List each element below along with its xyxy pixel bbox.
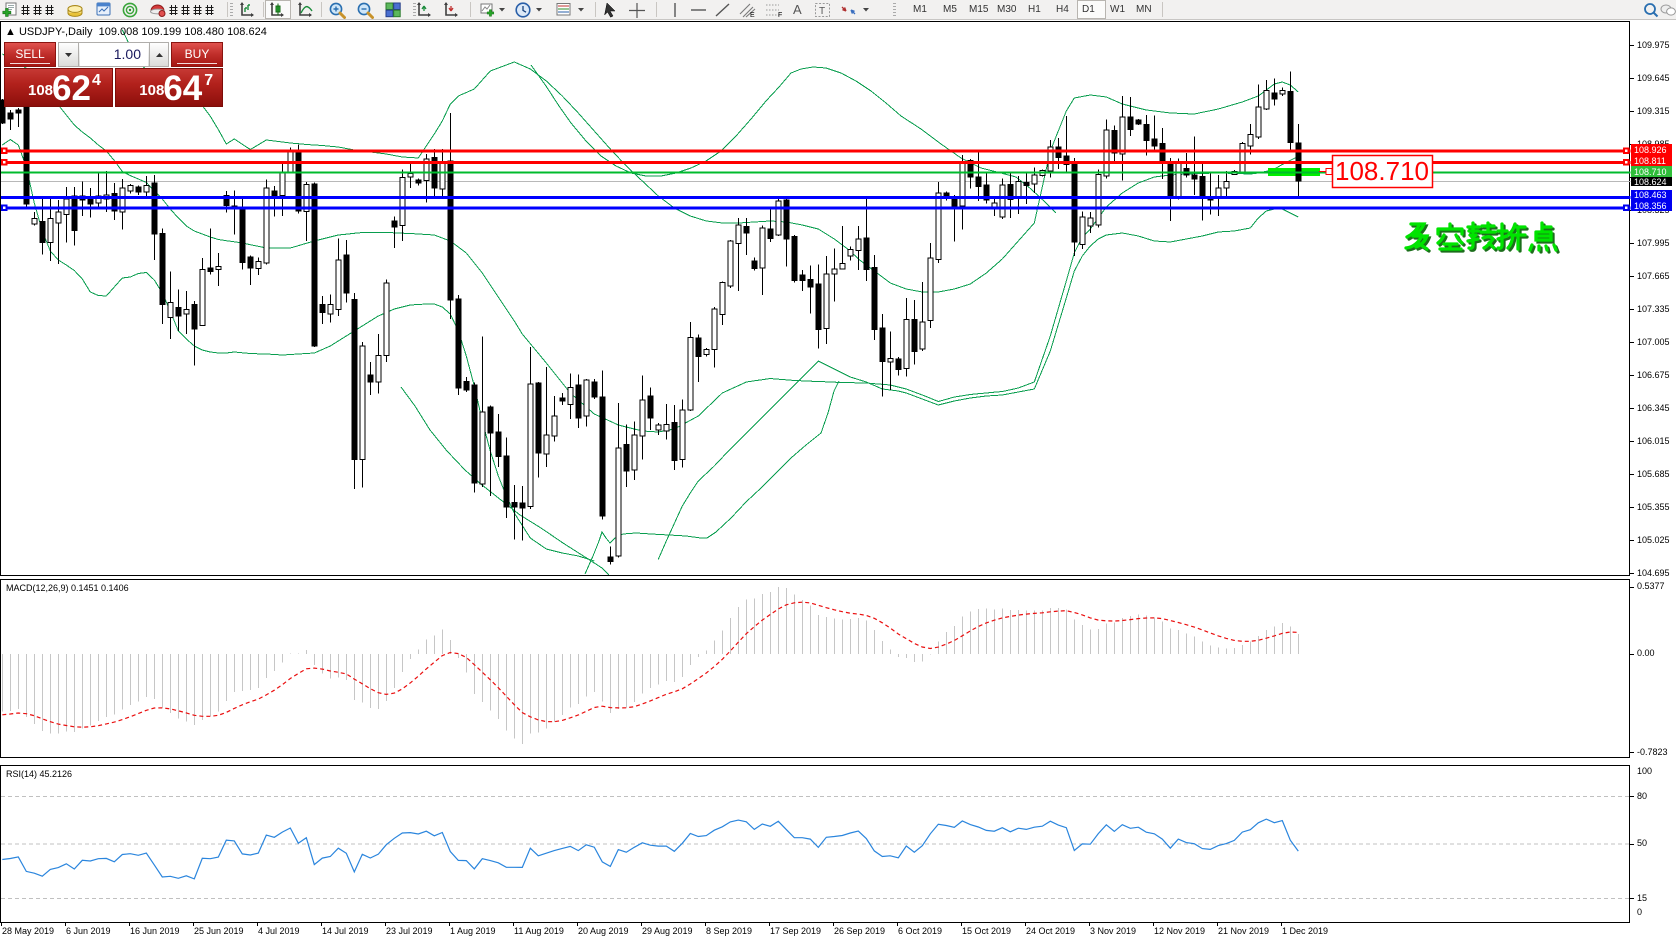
- svg-text:E: E: [750, 12, 755, 19]
- svg-text:108.710: 108.710: [1335, 156, 1429, 186]
- svg-text:F: F: [778, 12, 782, 19]
- svg-text:T: T: [819, 6, 825, 17]
